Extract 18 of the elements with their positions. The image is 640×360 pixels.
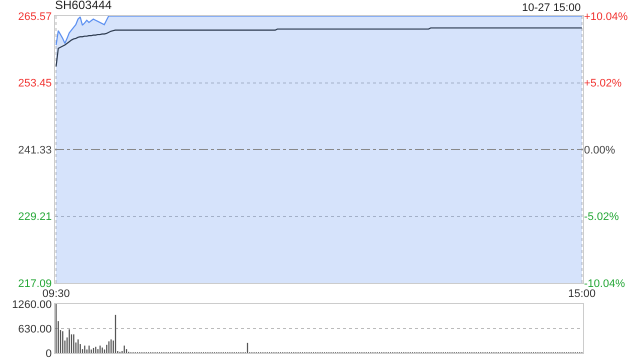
y-tick-label: 630.00: [18, 323, 52, 336]
y-tick-label: 253.45: [18, 78, 52, 90]
line-series: [56, 27, 582, 68]
y2-tick-label: -10.04%: [584, 278, 626, 290]
y-tick-label: 229.21: [18, 211, 52, 224]
y2-tick-label: 0.00%: [584, 144, 616, 156]
x-tick-label: 15:00: [568, 288, 596, 300]
y2-tick-label: +10.04%: [584, 10, 628, 23]
y-tick-label: 0: [46, 348, 52, 360]
y-tick-label: 1260.00: [12, 298, 52, 311]
x-tick-label: 09:30: [42, 288, 70, 300]
y-tick-label: 265.57: [18, 10, 52, 23]
text: 10-27 15:00: [522, 2, 581, 14]
y-tick-label: 217.09: [18, 278, 52, 290]
chart-title: SH603444: [55, 0, 112, 12]
y-tick-label: 241.33: [18, 144, 52, 156]
y2-tick-label: -5.02%: [584, 211, 620, 224]
y2-tick-label: +5.02%: [584, 78, 622, 90]
